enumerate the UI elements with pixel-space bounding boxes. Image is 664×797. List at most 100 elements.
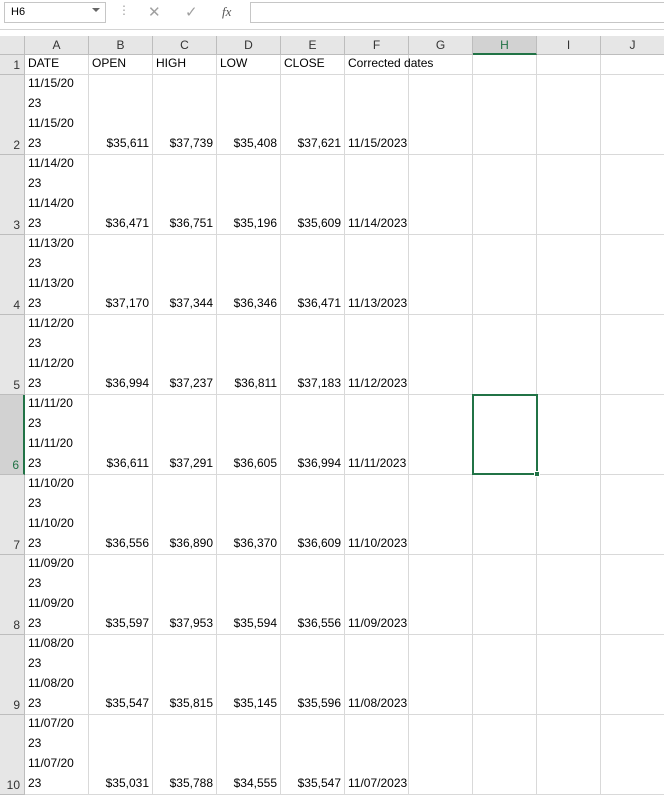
- cell[interactable]: $35,196: [217, 155, 281, 235]
- cell[interactable]: OPEN: [89, 55, 153, 75]
- cell[interactable]: $35,547: [281, 715, 345, 795]
- cell[interactable]: $36,811: [217, 315, 281, 395]
- cell[interactable]: $35,609: [281, 155, 345, 235]
- column-header[interactable]: H: [473, 36, 537, 55]
- column-header[interactable]: F: [345, 36, 409, 55]
- cell[interactable]: [473, 475, 537, 555]
- column-header[interactable]: B: [89, 36, 153, 55]
- row-header[interactable]: 2: [0, 75, 25, 155]
- column-header[interactable]: J: [601, 36, 664, 55]
- name-box[interactable]: H6: [4, 2, 106, 23]
- row-header[interactable]: 10: [0, 715, 25, 795]
- cell[interactable]: [601, 315, 664, 395]
- cell[interactable]: $36,751: [153, 155, 217, 235]
- cell[interactable]: 11/10/2023: [345, 475, 409, 555]
- cell[interactable]: [473, 555, 537, 635]
- cell[interactable]: [601, 715, 664, 795]
- cell[interactable]: $37,739: [153, 75, 217, 155]
- column-header[interactable]: D: [217, 36, 281, 55]
- cell[interactable]: $36,556: [281, 555, 345, 635]
- cell[interactable]: [601, 155, 664, 235]
- cell[interactable]: [409, 155, 473, 235]
- cell[interactable]: [537, 75, 601, 155]
- column-header[interactable]: G: [409, 36, 473, 55]
- cell[interactable]: 11/15/20 23 11/15/20 23: [25, 75, 89, 155]
- cell[interactable]: $35,596: [281, 635, 345, 715]
- row-header[interactable]: 5: [0, 315, 25, 395]
- cell[interactable]: [537, 55, 601, 75]
- cell[interactable]: $37,170: [89, 235, 153, 315]
- cell[interactable]: $36,346: [217, 235, 281, 315]
- cell[interactable]: [409, 475, 473, 555]
- cell[interactable]: $37,344: [153, 235, 217, 315]
- cell[interactable]: [409, 75, 473, 155]
- cell[interactable]: [601, 75, 664, 155]
- cell[interactable]: [601, 235, 664, 315]
- cell[interactable]: 11/09/20 23 11/09/20 23: [25, 555, 89, 635]
- cell[interactable]: [601, 475, 664, 555]
- cell[interactable]: [473, 155, 537, 235]
- cell[interactable]: $36,611: [89, 395, 153, 475]
- cell[interactable]: 11/08/2023: [345, 635, 409, 715]
- column-header[interactable]: A: [25, 36, 89, 55]
- cell[interactable]: 11/13/20 23 11/13/20 23: [25, 235, 89, 315]
- cell[interactable]: $35,594: [217, 555, 281, 635]
- cell[interactable]: $34,555: [217, 715, 281, 795]
- column-header[interactable]: I: [537, 36, 601, 55]
- cell[interactable]: [537, 635, 601, 715]
- cell[interactable]: CLOSE: [281, 55, 345, 75]
- cell[interactable]: 11/09/2023: [345, 555, 409, 635]
- cell[interactable]: $36,556: [89, 475, 153, 555]
- cell[interactable]: 11/07/2023: [345, 715, 409, 795]
- cell[interactable]: $36,471: [281, 235, 345, 315]
- cell[interactable]: $35,408: [217, 75, 281, 155]
- cell[interactable]: 11/12/20 23 11/12/20 23: [25, 315, 89, 395]
- cell[interactable]: $36,890: [153, 475, 217, 555]
- cell[interactable]: $36,609: [281, 475, 345, 555]
- row-header[interactable]: 7: [0, 475, 25, 555]
- cell[interactable]: $36,605: [217, 395, 281, 475]
- cancel-button[interactable]: ✕: [148, 4, 161, 21]
- cell[interactable]: [537, 395, 601, 475]
- cell[interactable]: $35,145: [217, 635, 281, 715]
- cell[interactable]: [473, 55, 537, 75]
- cell[interactable]: $37,953: [153, 555, 217, 635]
- cell[interactable]: $36,994: [89, 315, 153, 395]
- cell[interactable]: 11/13/2023: [345, 235, 409, 315]
- cell[interactable]: 11/11/2023: [345, 395, 409, 475]
- row-header[interactable]: 6: [0, 395, 25, 475]
- cell[interactable]: [409, 635, 473, 715]
- cell[interactable]: DATE: [25, 55, 89, 75]
- cell[interactable]: [537, 235, 601, 315]
- name-box-dropdown[interactable]: [92, 8, 100, 12]
- select-all[interactable]: [0, 36, 25, 55]
- cell[interactable]: [601, 635, 664, 715]
- cell[interactable]: [473, 75, 537, 155]
- cell[interactable]: [409, 315, 473, 395]
- enter-button[interactable]: ✓: [185, 4, 198, 21]
- cell[interactable]: [537, 555, 601, 635]
- cell[interactable]: [409, 235, 473, 315]
- cell[interactable]: Corrected dates: [345, 55, 433, 75]
- row-header[interactable]: 9: [0, 635, 25, 715]
- cell[interactable]: HIGH: [153, 55, 217, 75]
- cell[interactable]: 11/08/20 23 11/08/20 23: [25, 635, 89, 715]
- cell[interactable]: $36,471: [89, 155, 153, 235]
- cell[interactable]: 11/11/20 23 11/11/20 23: [25, 395, 89, 475]
- cell[interactable]: 11/10/20 23 11/10/20 23: [25, 475, 89, 555]
- column-header[interactable]: C: [153, 36, 217, 55]
- row-header[interactable]: 3: [0, 155, 25, 235]
- cell[interactable]: $36,994: [281, 395, 345, 475]
- cell[interactable]: [601, 395, 664, 475]
- cell[interactable]: [537, 475, 601, 555]
- cell[interactable]: [601, 555, 664, 635]
- cell[interactable]: $35,547: [89, 635, 153, 715]
- cell[interactable]: $36,370: [217, 475, 281, 555]
- cell[interactable]: $37,237: [153, 315, 217, 395]
- cell[interactable]: $37,183: [281, 315, 345, 395]
- cell[interactable]: [537, 315, 601, 395]
- cell[interactable]: [409, 395, 473, 475]
- cell[interactable]: LOW: [217, 55, 281, 75]
- cell[interactable]: [473, 235, 537, 315]
- row-header[interactable]: 1: [0, 55, 25, 75]
